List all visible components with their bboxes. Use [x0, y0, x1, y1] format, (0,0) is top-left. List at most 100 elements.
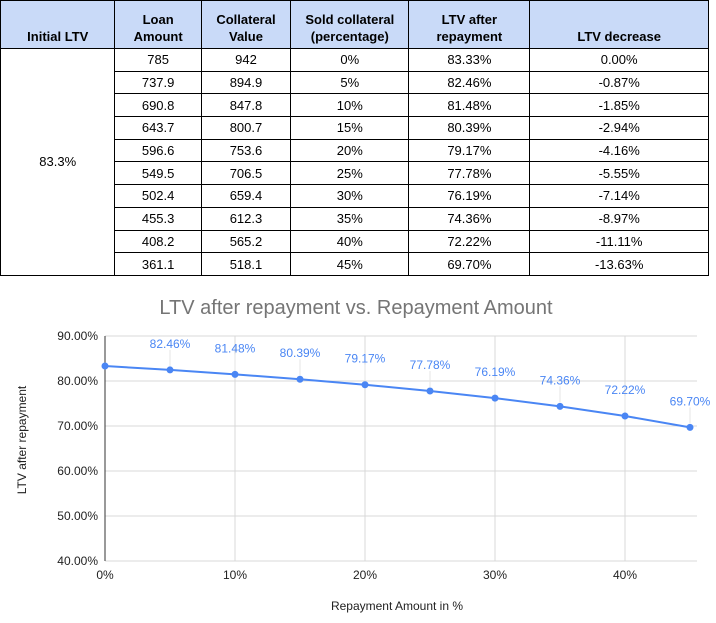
column-header-label: Sold collateral: [305, 12, 395, 27]
data-point: [361, 381, 369, 389]
table-cell: 690.8: [114, 93, 202, 118]
column-header-label: repayment: [436, 29, 503, 44]
table-cell: 455.3: [114, 206, 202, 231]
table-cell: 549.5: [114, 161, 202, 186]
table-cell: 847.8: [200, 93, 292, 118]
table-cell: 79.17%: [408, 138, 531, 163]
table-cell: 800.7: [200, 116, 292, 140]
table-cell: 30%: [290, 184, 410, 208]
table-cell: 83.33%: [408, 48, 531, 72]
data-point: [556, 402, 564, 410]
table-cell: -8.97%: [529, 206, 709, 231]
table-row: 549.5 706.5 25% 77.78% -5.55%: [1, 161, 709, 186]
table-cell: 72.22%: [408, 229, 531, 254]
table-cell: 25%: [290, 161, 410, 186]
column-header-label: LTV decrease: [577, 29, 661, 44]
table-row: 408.2 565.2 40% 72.22% -11.11%: [1, 229, 709, 254]
data-point: [686, 423, 694, 431]
y-tick-label: 90.00%: [57, 329, 98, 343]
table-cell: -11.11%: [529, 229, 709, 254]
data-point: [231, 370, 239, 378]
table-cell: 10%: [290, 93, 410, 118]
table-cell: 785: [114, 48, 202, 72]
chart-title: LTV after repayment vs. Repayment Amount: [159, 297, 553, 319]
y-axis-label: LTV after repayment: [15, 385, 29, 494]
data-label: 74.36%: [540, 373, 581, 387]
table-cell: 76.19%: [408, 184, 531, 208]
y-tick-label: 50.00%: [57, 509, 98, 523]
table-cell: 643.7: [114, 116, 202, 140]
column-header-label: Initial LTV: [27, 29, 89, 44]
data-label: 82.46%: [150, 337, 191, 351]
data-label: 77.78%: [410, 358, 451, 372]
x-tick-label: 0%: [96, 568, 114, 582]
table-cell: -2.94%: [529, 116, 709, 140]
table-cell: 361.1: [114, 252, 202, 276]
table-cell: 518.1: [200, 252, 292, 276]
table-row: 596.6 753.6 20% 79.17% -4.16%: [1, 138, 709, 163]
column-header: Loan Amount: [114, 0, 202, 49]
data-label: 81.48%: [215, 341, 256, 355]
x-tick-label: 10%: [223, 568, 247, 582]
table-row: 737.9 894.9 5% 82.46% -0.87%: [1, 70, 709, 95]
table-row: 361.1 518.1 45% 69.70% -13.63%: [1, 252, 709, 276]
table-cell: 737.9: [114, 70, 202, 95]
y-tick-label: 60.00%: [57, 464, 98, 478]
table-cell: 659.4: [200, 184, 292, 208]
table-cell: 69.70%: [408, 252, 531, 276]
table-cell: 35%: [290, 206, 410, 231]
column-header-label: Amount: [133, 29, 183, 44]
column-header: LTV after repayment: [408, 0, 531, 49]
table-cell: 408.2: [114, 229, 202, 254]
table-cell: 77.78%: [408, 161, 531, 186]
series-line: [104, 365, 691, 429]
x-axis-label: Repayment Amount in %: [331, 599, 463, 613]
data-point: [166, 366, 174, 374]
table-cell: 612.3: [200, 206, 292, 231]
data-label: 80.39%: [280, 346, 321, 360]
table-cell: 942: [200, 48, 292, 72]
y-tick-label: 70.00%: [57, 419, 98, 433]
table-cell: 0.00%: [529, 48, 709, 72]
table-cell: 565.2: [200, 229, 292, 254]
table-cell: 82.46%: [408, 70, 531, 95]
table-cell: 74.36%: [408, 206, 531, 231]
data-point: [426, 387, 434, 395]
table-cell: 40%: [290, 229, 410, 254]
y-tick-label: 80.00%: [57, 374, 98, 388]
data-label: 72.22%: [605, 383, 646, 397]
table-header-row: Initial LTV Loan Amount Collateral Value Sold…: [0, 0, 709, 49]
ltv-chart: LTV after repayment vs. Repayment Amount…: [15, 297, 711, 613]
data-point: [491, 394, 499, 402]
table-cell: 20%: [290, 138, 410, 163]
table-cell: -7.14%: [529, 184, 709, 208]
table-cell: 5%: [290, 70, 410, 95]
data-label: 76.19%: [475, 365, 516, 379]
table-cell: 0%: [290, 48, 410, 72]
table-row: 83.3% 785 942 0% 83.33% 0.00%: [0, 48, 709, 276]
table-cell: -13.63%: [529, 252, 709, 276]
table-cell: -5.55%: [529, 161, 709, 186]
x-tick-label: 30%: [483, 568, 507, 582]
x-tick-label: 20%: [353, 568, 377, 582]
column-header-label: Collateral: [216, 12, 276, 27]
ltv-table: Initial LTV Loan Amount Collateral Value Sold…: [0, 0, 709, 276]
table-cell: 706.5: [200, 161, 292, 186]
x-tick-label: 40%: [613, 568, 637, 582]
table-cell: 596.6: [114, 138, 202, 163]
table-cell: -4.16%: [529, 138, 709, 163]
y-tick-label: 40.00%: [57, 554, 98, 568]
data-point: [621, 412, 629, 420]
column-header: Initial LTV: [0, 0, 116, 49]
column-header-label: Value: [228, 29, 263, 44]
column-header-label: (percentage): [310, 29, 389, 44]
table-cell: 753.6: [200, 138, 292, 163]
data-point: [296, 375, 304, 383]
table-row: 643.7 800.7 15% 80.39% -2.94%: [1, 116, 709, 140]
table-cell: 45%: [290, 252, 410, 276]
initial-ltv-cell: 83.3%: [0, 48, 116, 276]
column-header-label: LTV after: [441, 12, 498, 27]
table-cell: 15%: [290, 116, 410, 140]
table-cell: 502.4: [114, 184, 202, 208]
table-row: 690.8 847.8 10% 81.48% -1.85%: [1, 93, 709, 118]
